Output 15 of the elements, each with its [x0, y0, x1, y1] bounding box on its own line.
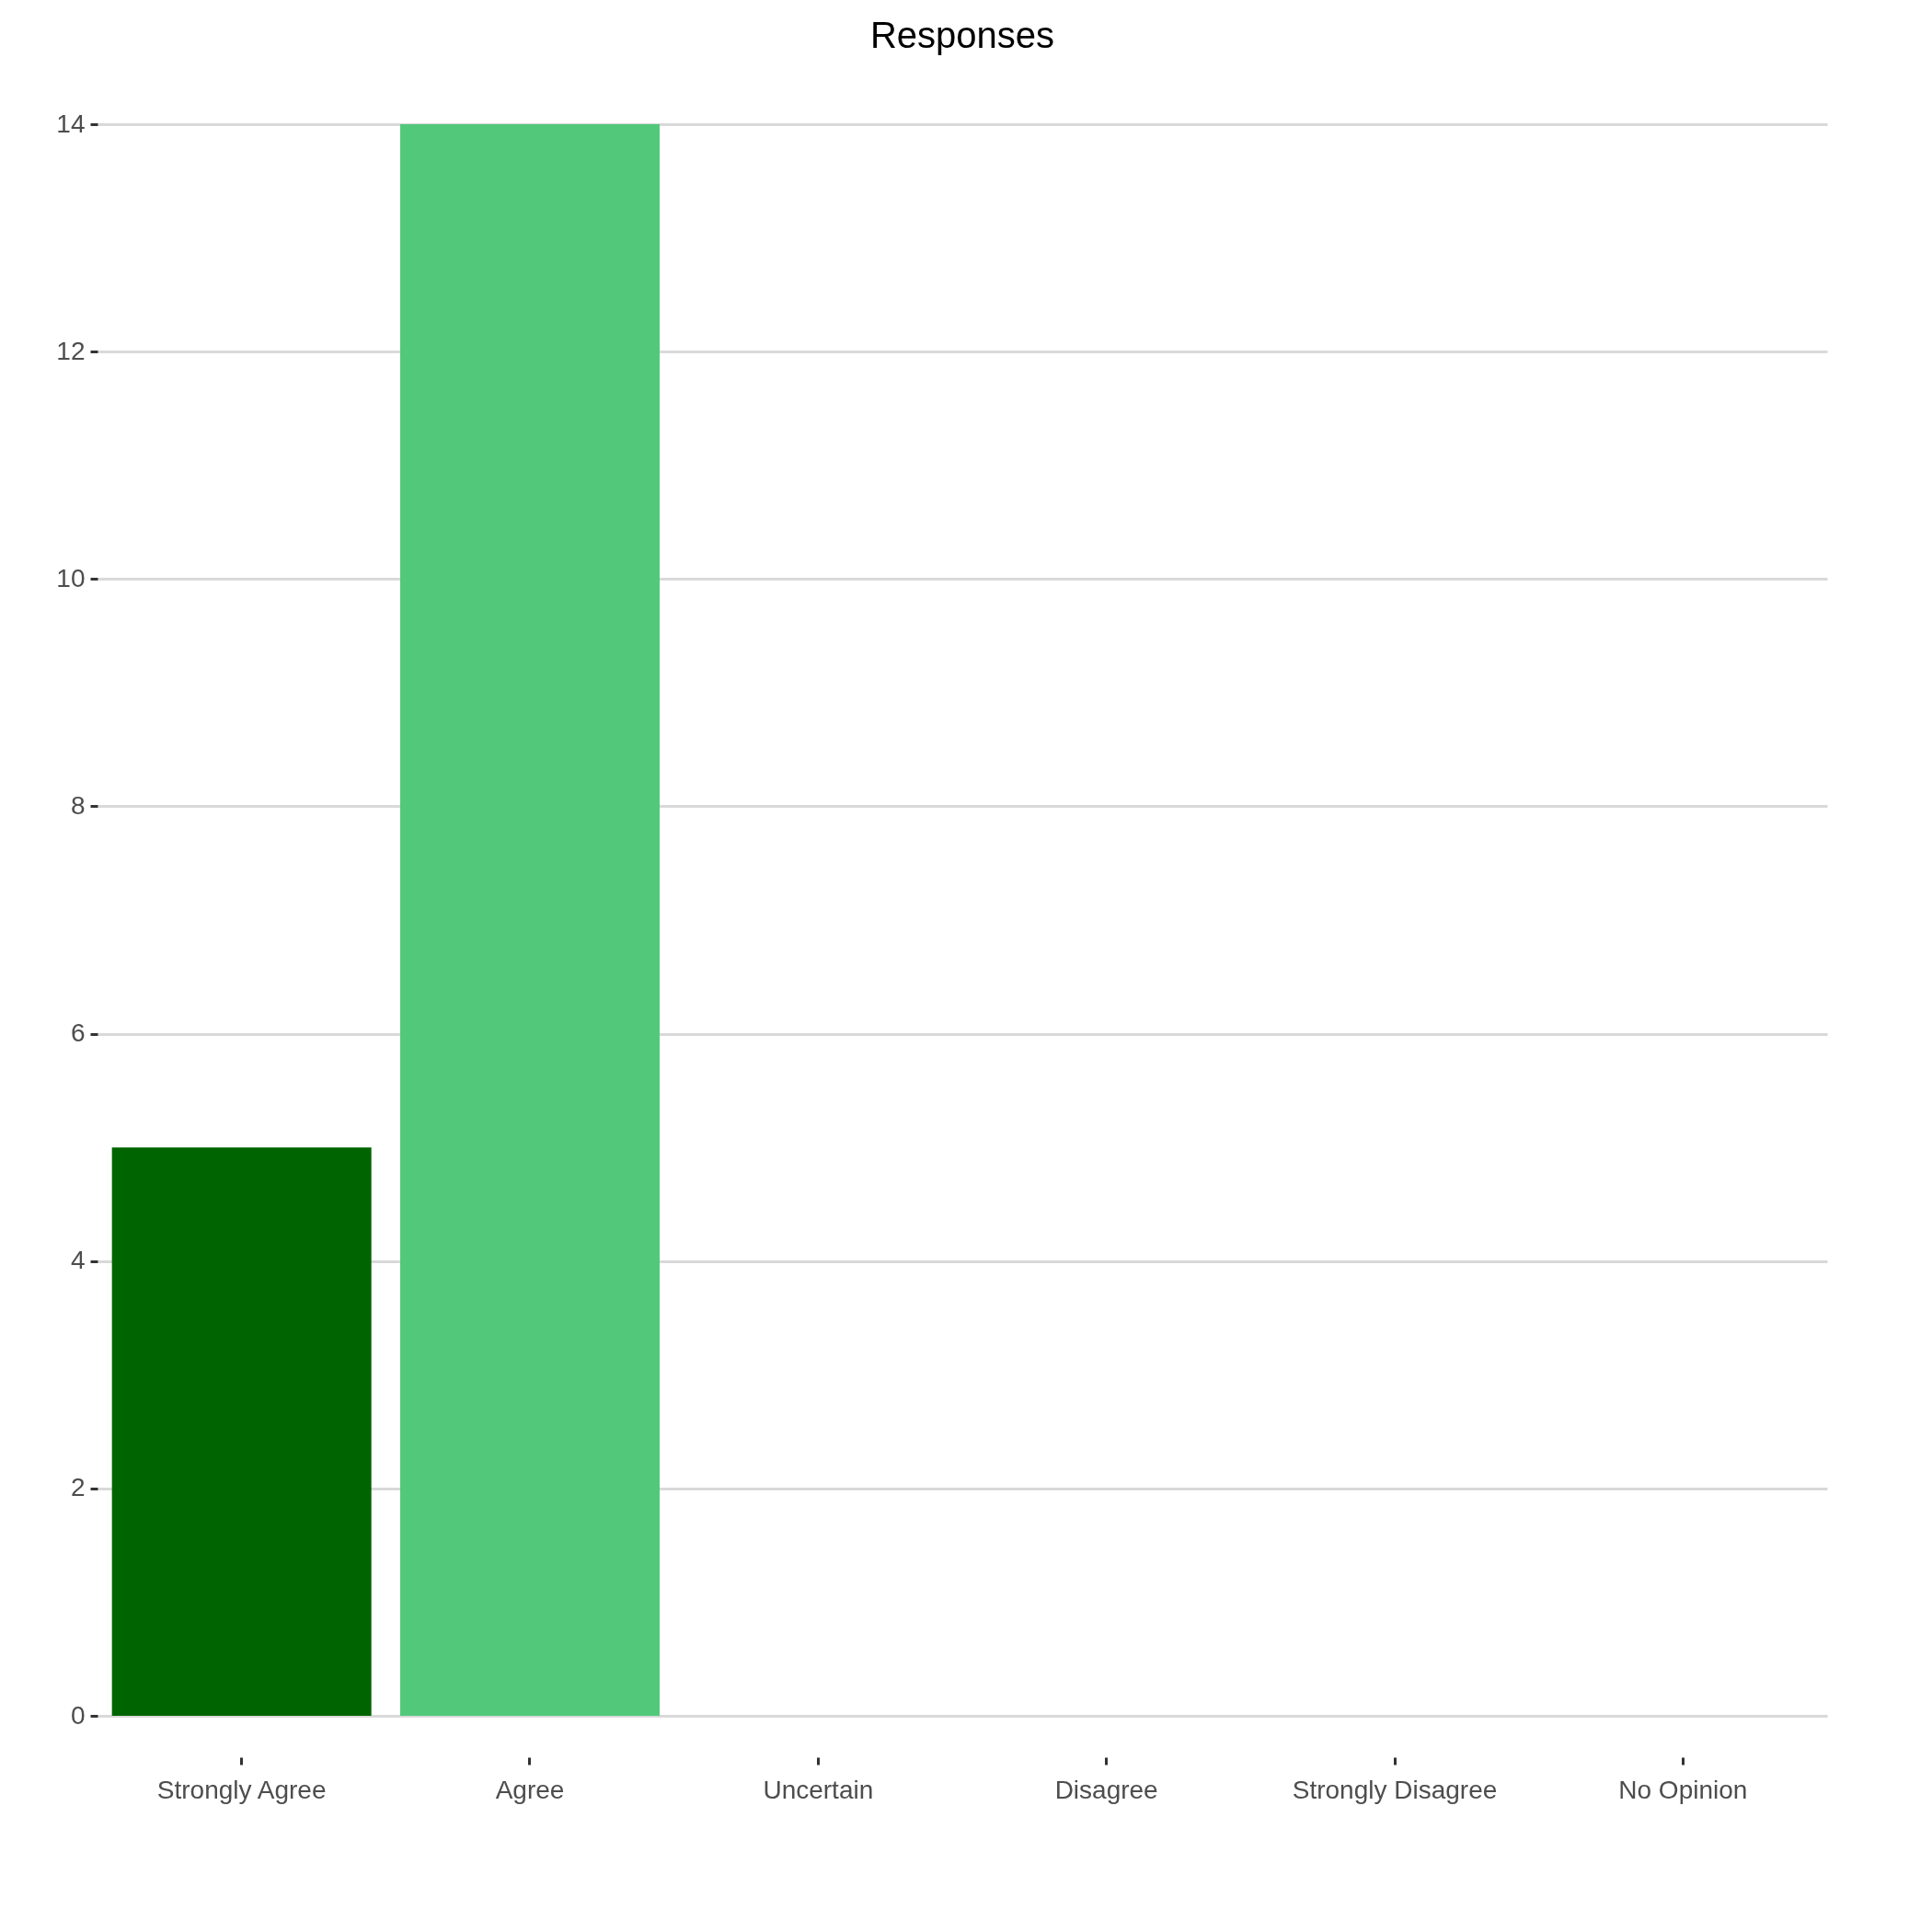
y-tick-label: 2	[70, 1473, 86, 1502]
y-tick-label: 12	[56, 336, 86, 365]
y-tick-label: 6	[70, 1018, 86, 1048]
x-tick-label: Strongly Disagree	[1292, 1775, 1498, 1804]
y-tick-label: 14	[56, 109, 86, 138]
x-tick-label: No Opinion	[1618, 1775, 1748, 1804]
x-tick-label: Strongly Agree	[156, 1775, 327, 1804]
x-tick-label: Agree	[495, 1775, 565, 1804]
x-tick-label: Disagree	[1054, 1775, 1158, 1804]
chart-title: Responses	[869, 15, 1055, 55]
y-tick-label: 4	[70, 1246, 86, 1275]
y-tick-label: 10	[56, 563, 86, 592]
x-tick-label: Uncertain	[763, 1775, 874, 1804]
y-tick-label: 8	[70, 790, 86, 820]
y-tick-label: 0	[70, 1700, 86, 1730]
